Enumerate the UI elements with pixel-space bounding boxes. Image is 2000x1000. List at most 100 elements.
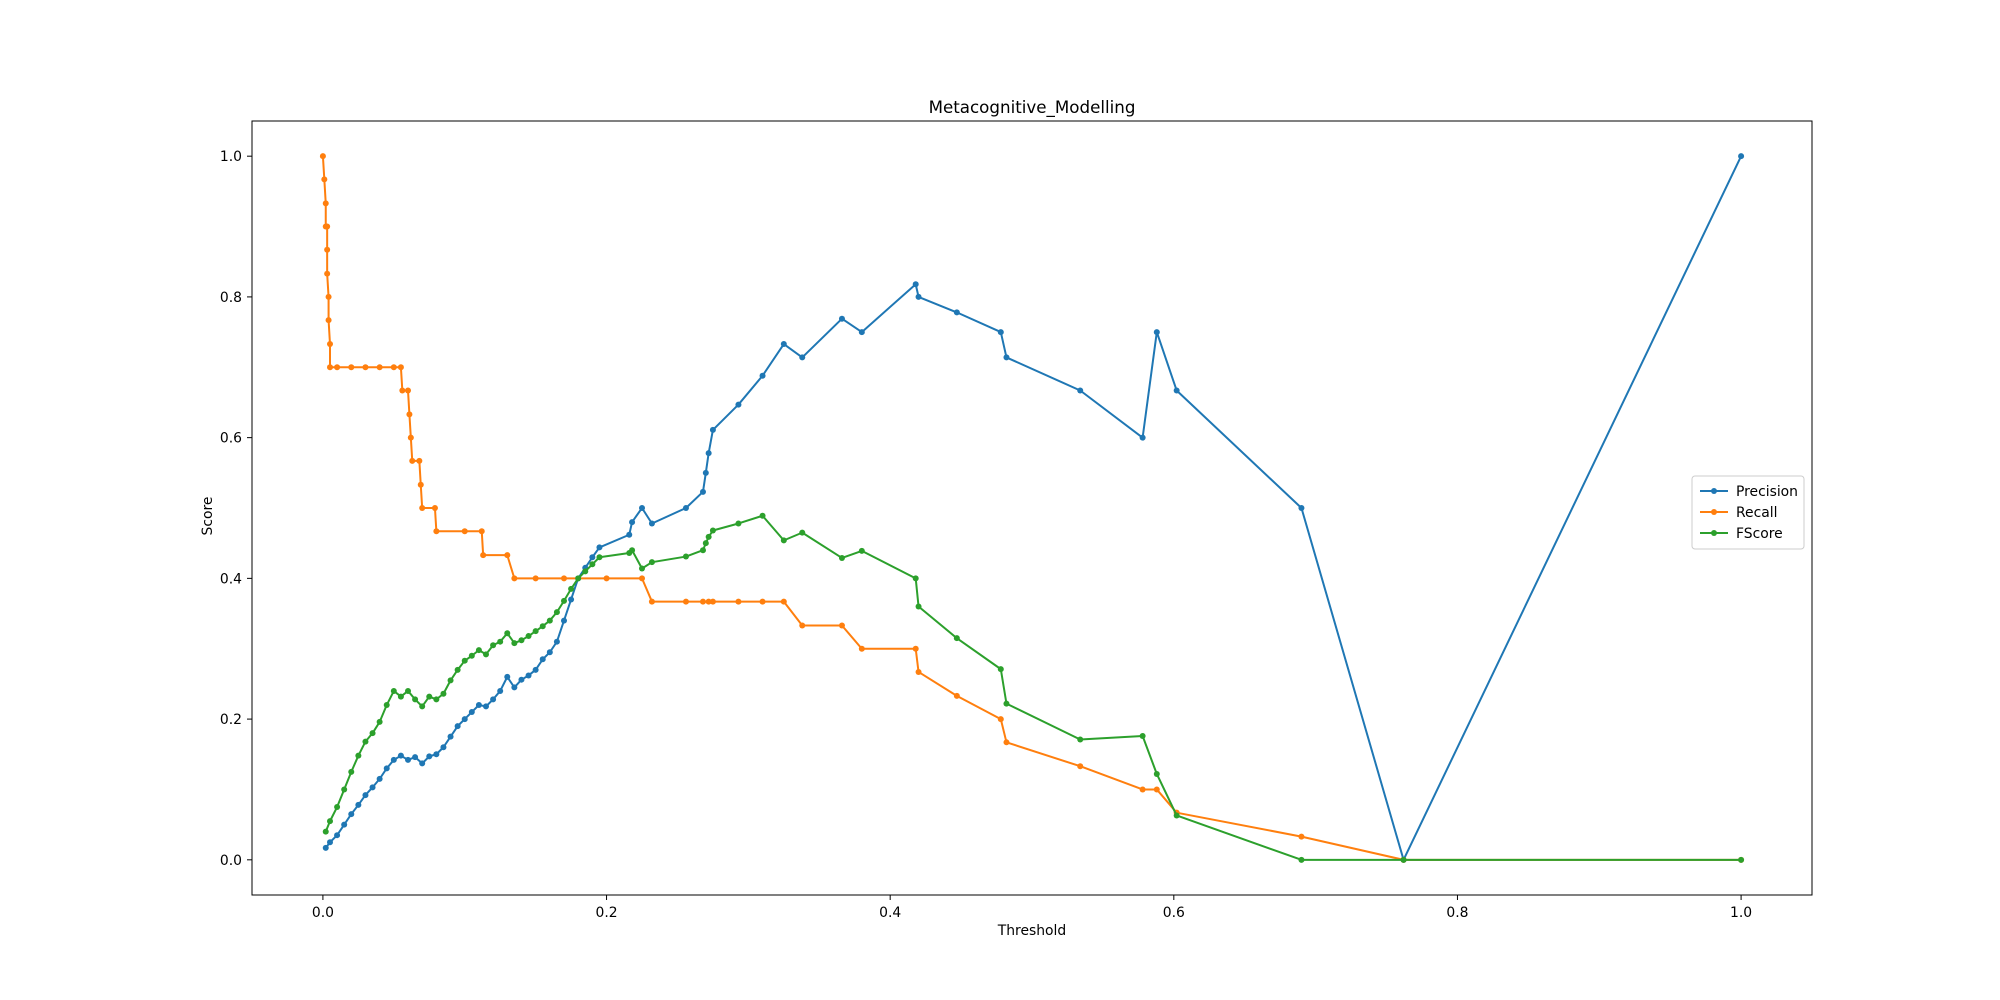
data-point-precision — [511, 684, 518, 691]
data-point-precision — [376, 775, 383, 782]
data-point-recall — [478, 528, 485, 535]
y-tick-label: 1.0 — [220, 149, 242, 165]
data-point-precision — [626, 531, 633, 538]
x-axis: 0.0 0.2 0.4 0.6 0.8 1.0 — [312, 895, 1752, 921]
data-point-precision — [490, 696, 497, 703]
data-point-fscore — [1173, 812, 1180, 819]
x-tick-label: 1.0 — [1730, 905, 1752, 921]
data-point-recall — [417, 481, 424, 488]
x-tick-label: 0.0 — [312, 905, 334, 921]
data-point-recall — [327, 341, 333, 348]
data-point-fscore — [348, 768, 355, 775]
data-point-precision — [953, 309, 960, 316]
data-point-precision — [383, 765, 390, 772]
data-point-recall — [480, 552, 487, 559]
data-point-fscore — [1153, 770, 1160, 777]
data-point-precision — [322, 844, 329, 851]
data-point-fscore — [475, 647, 482, 654]
data-point-fscore — [735, 520, 742, 527]
data-point-fscore — [468, 652, 475, 659]
data-point-precision — [1139, 434, 1146, 441]
data-point-fscore — [490, 642, 497, 649]
legend-item-recall: Recall — [1700, 505, 1777, 521]
data-point-precision — [1003, 354, 1010, 361]
data-point-precision — [327, 839, 333, 846]
data-point-fscore — [1400, 856, 1407, 863]
plot-area — [319, 153, 1745, 863]
data-point-recall — [399, 387, 406, 394]
data-point-fscore — [799, 529, 806, 536]
data-point-recall — [419, 505, 426, 511]
data-point-precision — [759, 372, 766, 379]
series-fscore — [322, 512, 1745, 863]
data-point-precision — [504, 673, 511, 680]
data-point-fscore — [376, 718, 383, 725]
data-point-recall — [324, 246, 331, 253]
data-point-fscore — [997, 666, 1004, 673]
data-point-recall — [334, 364, 341, 371]
data-point-recall — [325, 293, 332, 300]
data-point-precision — [1738, 153, 1745, 160]
data-point-fscore — [383, 702, 390, 709]
data-point-fscore — [412, 696, 419, 703]
data-point-fscore — [759, 512, 766, 519]
data-point-precision — [915, 293, 922, 300]
data-point-fscore — [915, 603, 922, 610]
data-point-precision — [1298, 505, 1305, 511]
legend-label: Precision — [1736, 484, 1798, 500]
data-point-recall — [390, 364, 397, 371]
legend-item-fscore: FScore — [1700, 526, 1783, 542]
data-point-precision — [405, 756, 411, 763]
data-point-fscore — [433, 696, 440, 703]
y-axis: 0.0 0.2 0.4 0.6 0.8 1.0 — [220, 149, 252, 869]
data-point-recall — [639, 575, 645, 582]
y-tick-label: 0.0 — [220, 853, 242, 869]
data-point-fscore — [322, 828, 329, 835]
data-point-recall — [325, 317, 332, 324]
data-point-precision — [546, 649, 553, 656]
data-point-fscore — [405, 687, 411, 694]
data-point-fscore — [461, 657, 468, 664]
data-point-fscore — [639, 565, 645, 572]
data-point-recall — [735, 598, 742, 605]
data-point-precision — [362, 792, 369, 799]
data-point-precision — [568, 596, 575, 603]
data-point-fscore — [699, 547, 706, 554]
data-point-fscore — [532, 628, 539, 635]
series-recall — [319, 153, 1745, 863]
data-point-precision — [799, 354, 806, 361]
chart-title: Metacognitive_Modelling — [929, 97, 1136, 118]
data-point-precision — [589, 554, 596, 561]
data-point-fscore — [682, 553, 689, 560]
data-point-fscore — [568, 585, 575, 592]
data-point-recall — [406, 411, 413, 418]
data-point-fscore — [705, 533, 712, 540]
data-point-recall — [319, 153, 326, 160]
data-point-fscore — [780, 537, 787, 544]
data-point-precision — [518, 676, 525, 683]
data-point-recall — [324, 223, 331, 230]
data-point-fscore — [546, 617, 553, 624]
data-point-recall — [461, 528, 468, 535]
data-point-precision — [397, 752, 404, 759]
x-tick-label: 0.6 — [1163, 905, 1185, 921]
data-point-fscore — [553, 609, 560, 616]
data-point-precision — [468, 709, 475, 716]
data-point-precision — [447, 733, 454, 740]
legend: Precision Recall FScore — [1691, 475, 1805, 550]
data-point-recall — [682, 598, 689, 605]
data-point-precision — [341, 821, 348, 828]
data-point-fscore — [397, 693, 404, 700]
data-point-fscore — [419, 703, 426, 710]
data-point-recall — [322, 200, 329, 207]
data-point-recall — [321, 176, 328, 183]
y-tick-label: 0.6 — [220, 431, 242, 447]
x-tick-label: 0.4 — [879, 905, 901, 921]
data-point-fscore — [504, 630, 511, 637]
data-point-precision — [440, 744, 447, 751]
data-point-recall — [433, 528, 440, 535]
data-point-precision — [780, 341, 787, 348]
data-point-precision — [648, 520, 655, 527]
data-point-precision — [483, 703, 489, 710]
data-point-recall — [648, 598, 655, 605]
